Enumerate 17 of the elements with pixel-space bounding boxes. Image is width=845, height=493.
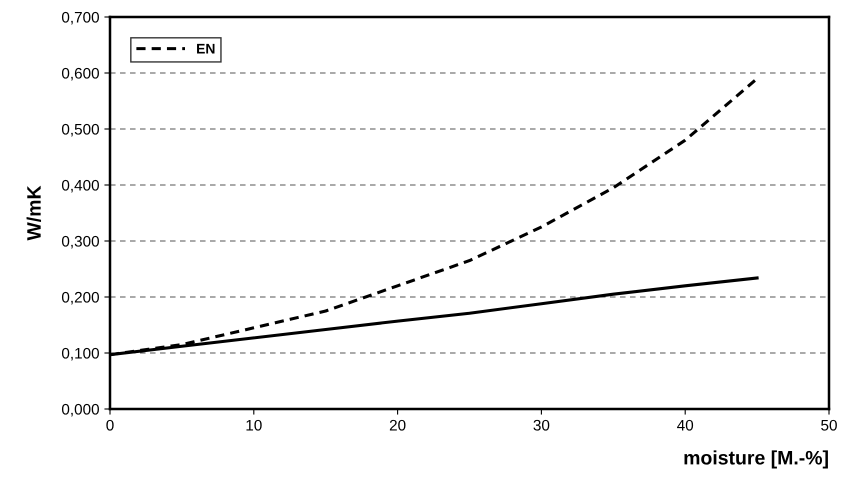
x-tick-label: 10 <box>246 420 262 431</box>
x-tick-label: 50 <box>821 420 837 431</box>
y-tick-label: 0,300 <box>62 236 99 248</box>
y-tick-label: 0,000 <box>62 404 99 416</box>
y-axis-title: W/mK <box>26 186 42 241</box>
y-tick-label: 0,200 <box>62 292 99 304</box>
x-tick-label: 30 <box>533 420 550 431</box>
legend-label: EN <box>197 44 214 54</box>
y-tick-label: 0,600 <box>62 68 99 80</box>
y-tick-label: 0,500 <box>62 124 99 136</box>
x-axis-title: moisture [M.-%] <box>684 450 828 468</box>
x-tick-label: 0 <box>106 420 114 431</box>
x-tick-label: 40 <box>677 420 694 431</box>
y-tick-label: 0,700 <box>62 12 99 24</box>
y-tick-label: 0,400 <box>62 180 99 192</box>
x-tick-label: 20 <box>390 420 406 431</box>
y-tick-label: 0,100 <box>62 348 99 360</box>
